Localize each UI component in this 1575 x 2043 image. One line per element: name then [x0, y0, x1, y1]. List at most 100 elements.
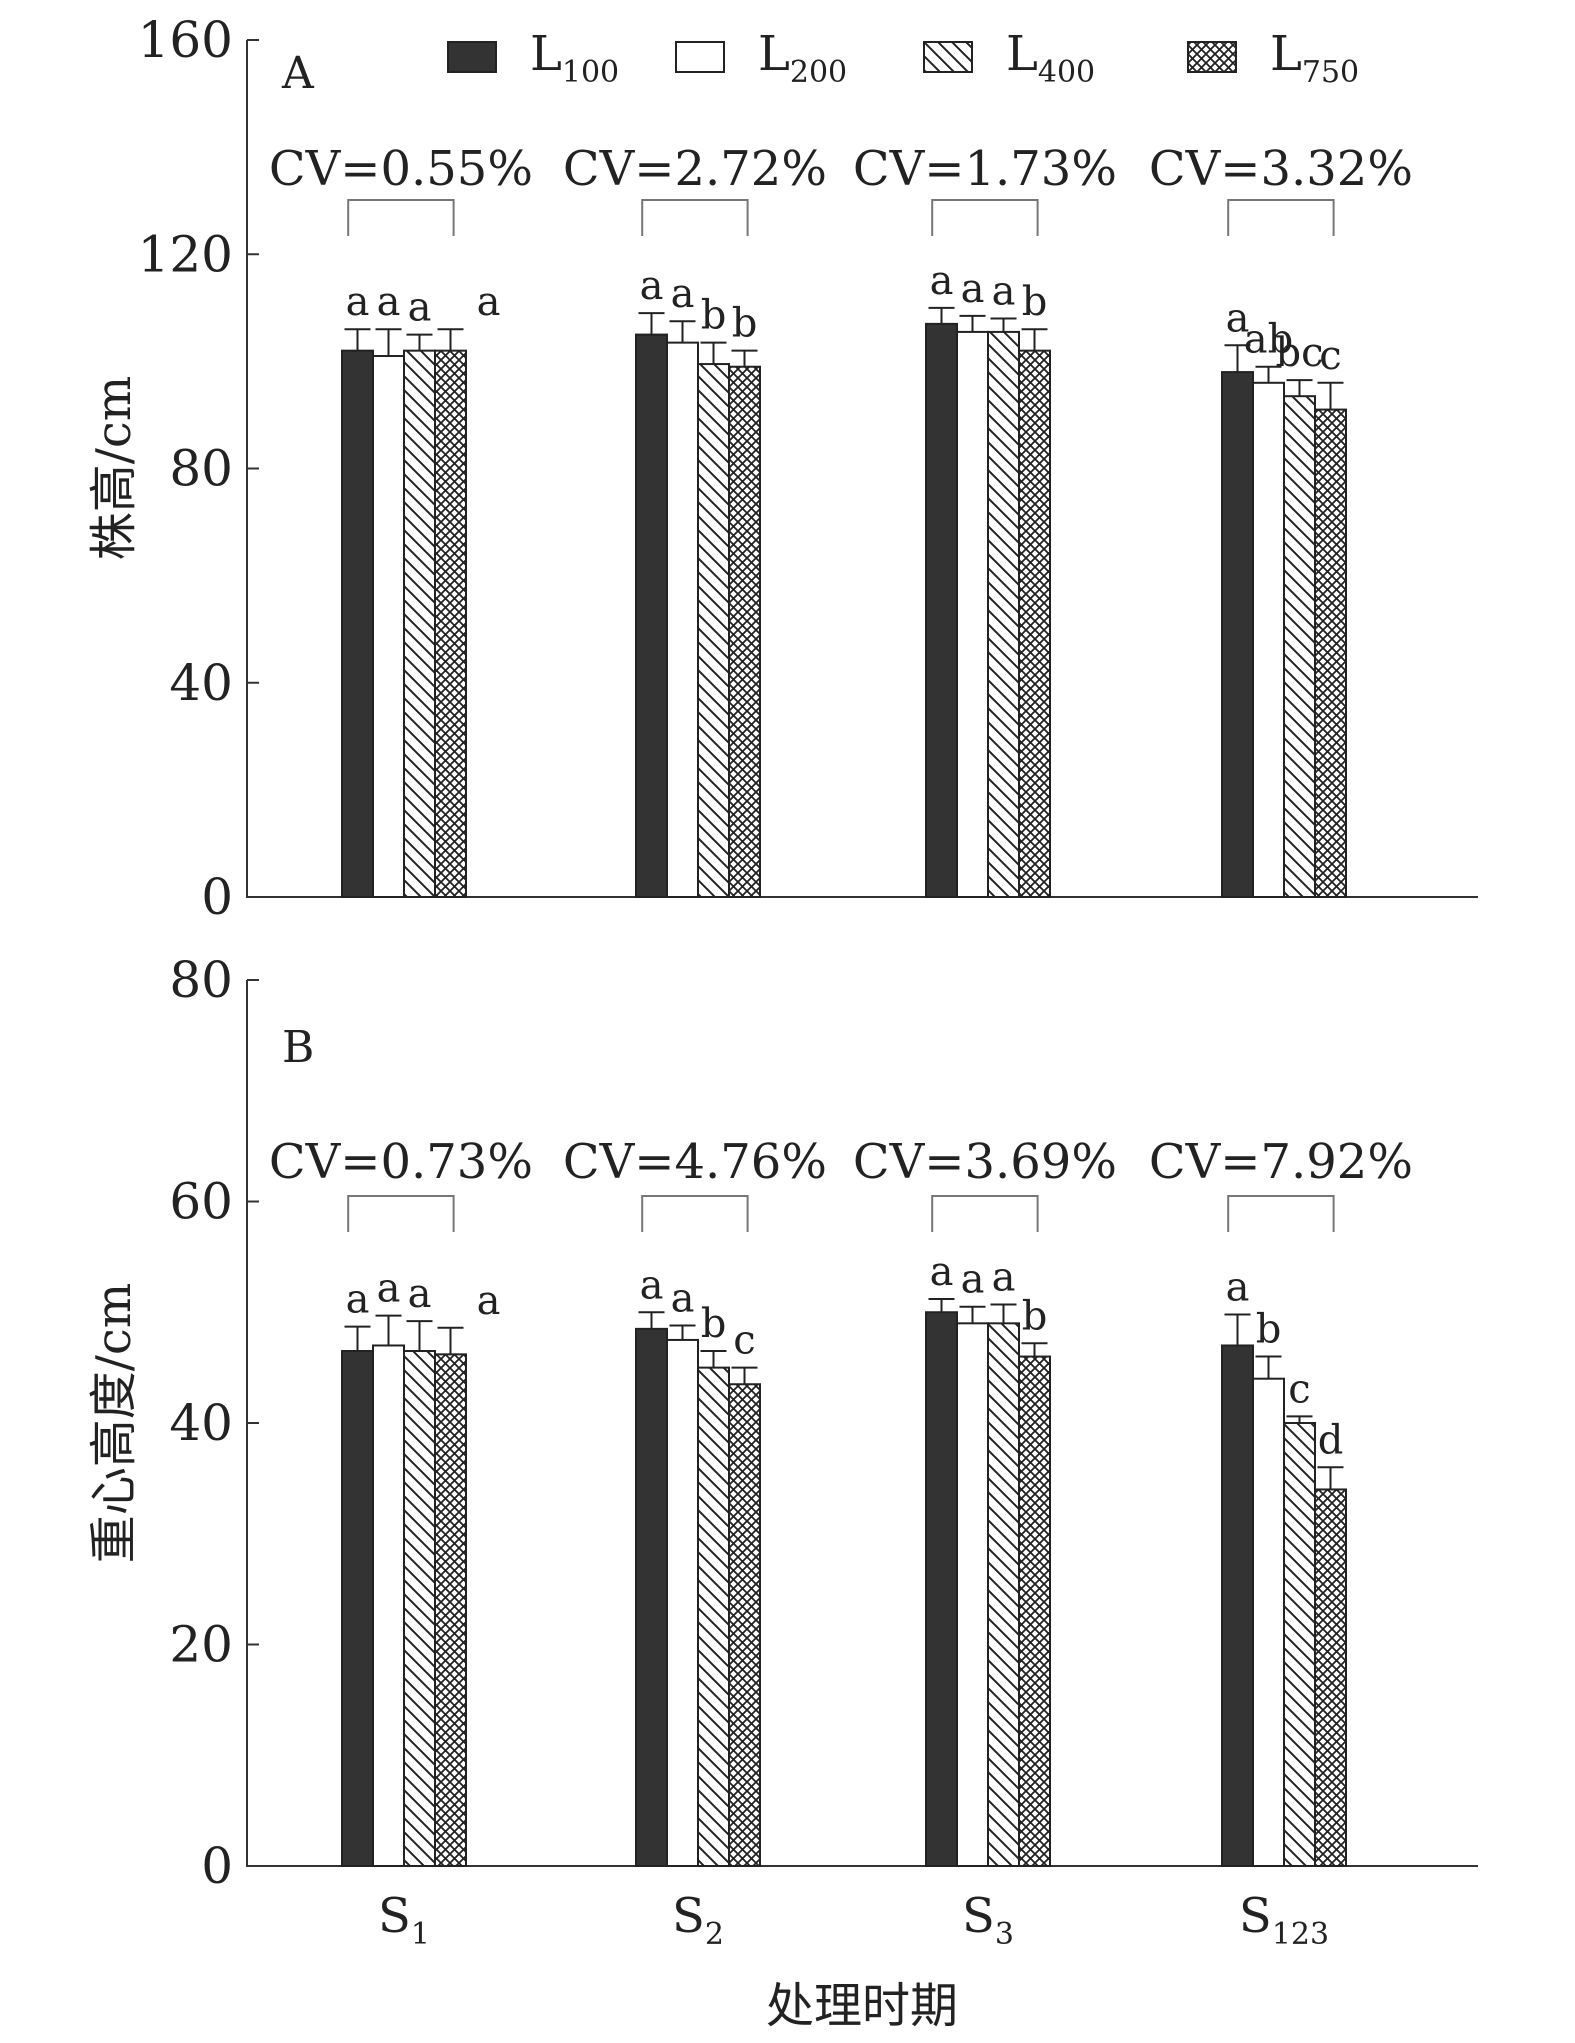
y-tick-label: 40	[169, 1394, 233, 1452]
cv-bracket	[641, 1195, 749, 1232]
y-axis-title: 株高/cm	[86, 376, 142, 561]
significance-label: a	[346, 1277, 370, 1323]
legend-label-sub: 200	[790, 55, 847, 90]
y-tick-label: 160	[138, 11, 233, 69]
bar-l100	[635, 1327, 668, 1868]
significance-label: b	[1256, 1307, 1282, 1353]
significance-label: d	[1318, 1417, 1344, 1463]
cv-label: CV=4.76%	[563, 1134, 827, 1190]
bar-l200	[666, 341, 699, 898]
legend: L100 L200 L400 L750	[447, 26, 1359, 90]
x-axis-title: 处理时期	[766, 1978, 958, 2034]
legend-label-sub: 750	[1302, 55, 1359, 90]
significance-label: a	[640, 263, 664, 309]
y-axis-title: 重心高度/cm	[86, 1283, 142, 1564]
cv-label: CV=1.73%	[853, 141, 1117, 197]
bar-l200	[1252, 381, 1285, 898]
significance-label: b	[1022, 279, 1048, 325]
legend-label-main: L	[1006, 26, 1038, 82]
x-category-label-sub: 1	[411, 1917, 430, 1952]
x-category-label-main: S	[1239, 1888, 1272, 1944]
bar-l200	[1252, 1377, 1285, 1867]
significance-label: a	[930, 1249, 954, 1295]
cv-label: CV=3.69%	[853, 1134, 1117, 1190]
bar-group-s1: CV=0.55%a a a a	[269, 141, 533, 899]
bar-l100	[341, 349, 374, 899]
significance-label: a	[640, 1262, 664, 1308]
bar-l200	[372, 1344, 405, 1867]
bar-l400	[403, 1350, 436, 1867]
x-category-label-sub: 2	[705, 1917, 724, 1952]
y-tick-label: 80	[169, 951, 233, 1009]
x-category-label-main: S	[672, 1888, 705, 1944]
bar-group-s2: CV=2.72%a a b b	[563, 141, 827, 899]
significance-label: b	[701, 1301, 727, 1347]
legend-label: L100	[530, 26, 619, 90]
x-category-label-main: S	[378, 1888, 411, 1944]
legend-label-sub: 100	[562, 55, 619, 90]
significance-label: a	[477, 279, 501, 325]
x-category-label: S1	[378, 1888, 430, 1952]
cv-bracket	[1227, 199, 1335, 236]
legend-label: L750	[1270, 26, 1359, 90]
significance-label: a	[961, 1257, 985, 1303]
y-tick-label: 0	[201, 868, 233, 926]
legend-swatch-l750	[1187, 41, 1237, 73]
cv-label: CV=0.73%	[269, 1134, 533, 1190]
bar-l750	[434, 1353, 467, 1867]
cv-bracket	[931, 1195, 1039, 1232]
legend-swatch-l200	[675, 41, 725, 73]
significance-label: a	[961, 266, 985, 312]
y-tick-label: 0	[201, 1837, 233, 1895]
bar-l750	[1314, 1488, 1347, 1867]
x-category-label: S123	[1239, 1888, 1329, 1952]
y-tick-label: 120	[138, 225, 233, 283]
legend-label-main: L	[1270, 26, 1302, 82]
bar-l200	[372, 355, 405, 898]
significance-label: b	[701, 293, 727, 339]
cv-bracket	[931, 199, 1039, 236]
panel-letter: A	[281, 48, 315, 99]
significance-label: a	[408, 1271, 432, 1317]
bar-l100	[1221, 371, 1254, 898]
legend-label: L400	[1006, 26, 1095, 90]
cv-bracket	[347, 199, 455, 236]
cv-bracket	[347, 1195, 455, 1232]
cv-label: CV=3.32%	[1149, 141, 1413, 197]
legend-label-main: L	[530, 26, 562, 82]
bar-l400	[987, 1322, 1020, 1867]
significance-label: a	[1226, 295, 1250, 341]
legend-label-sub: 400	[1038, 55, 1095, 90]
legend-label-main: L	[758, 26, 790, 82]
legend-swatch-l100	[447, 41, 497, 73]
legend-label: L200	[758, 26, 847, 90]
significance-label: c	[733, 1318, 755, 1364]
significance-label: a	[1226, 1264, 1250, 1310]
significance-label: ab	[1244, 317, 1293, 363]
significance-label: b	[1022, 1293, 1048, 1339]
y-tick-label: 80	[169, 440, 233, 498]
bar-l750	[434, 349, 467, 899]
bar-group-s3: CV=3.69%a a ab	[853, 1134, 1117, 1868]
significance-label: a	[992, 1254, 1016, 1300]
x-category-label: S2	[672, 1888, 724, 1952]
bar-l400	[1283, 1422, 1316, 1867]
significance-label: a	[377, 1266, 401, 1312]
bar-l100	[341, 1350, 374, 1867]
significance-label: c	[1288, 1366, 1310, 1412]
y-tick-label: 20	[169, 1616, 233, 1674]
significance-label: a	[346, 279, 370, 325]
bar-l400	[987, 330, 1020, 898]
bar-l750	[1018, 1355, 1051, 1868]
bar-l400	[403, 349, 436, 899]
x-category-label-sub: 123	[1272, 1917, 1329, 1952]
bar-l100	[925, 322, 958, 899]
y-tick-label: 40	[169, 654, 233, 712]
significance-label: b	[732, 301, 758, 347]
significance-label: a	[992, 269, 1016, 315]
